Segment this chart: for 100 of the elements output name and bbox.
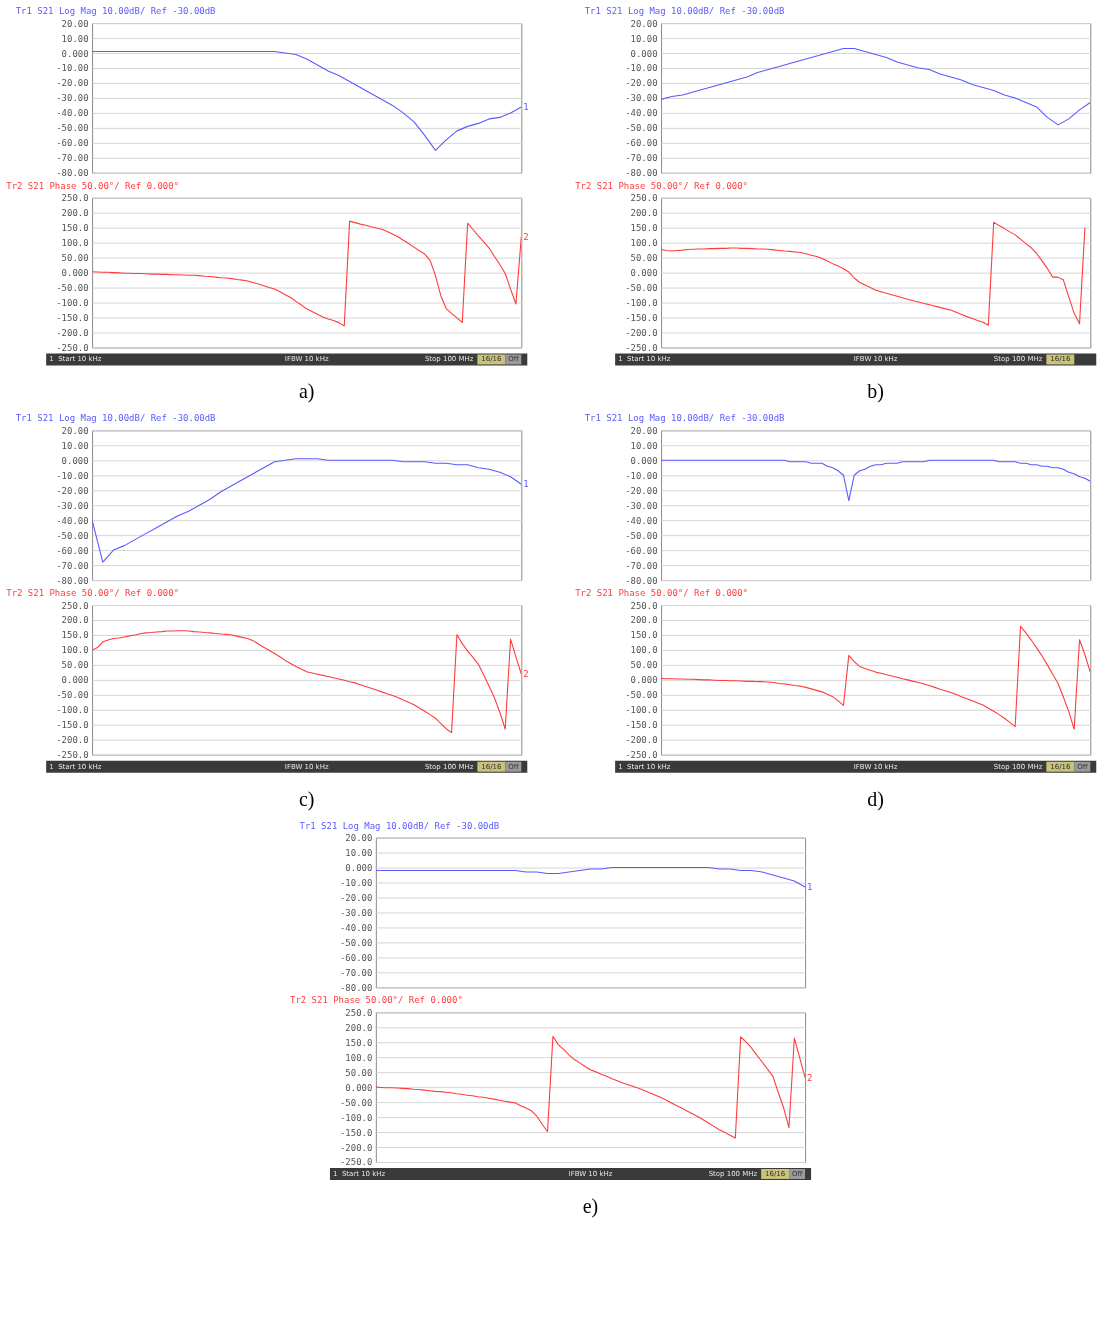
y-tick-label: -10.00 [339, 878, 373, 888]
y-tick-label: 50.00 [61, 660, 89, 671]
y-tick-label: -60.00 [56, 138, 89, 149]
y-tick-label: 100.0 [61, 645, 89, 656]
y-tick-label: -60.00 [625, 138, 658, 149]
y-tick-label: -250.0 [625, 750, 658, 761]
y-tick-label: -30.00 [56, 93, 89, 104]
y-tick-label: 0.000 [345, 1082, 373, 1093]
y-tick-label: 0.000 [345, 863, 373, 874]
line-series [92, 220, 522, 327]
y-tick-label: -20.00 [339, 892, 373, 903]
chart-title: Tr2 S21 Phase 50.00°/ Ref 0.000° [6, 588, 180, 599]
y-tick-label: 50.00 [61, 253, 89, 264]
y-tick-label: 20.00 [630, 18, 658, 29]
y-tick-label: 250.0 [345, 1007, 373, 1018]
y-tick-label: -60.00 [56, 545, 89, 556]
y-tick-label: 200.0 [630, 208, 658, 219]
y-tick-label: 100.0 [345, 1052, 373, 1063]
y-tick-label: -100.0 [339, 1112, 373, 1123]
y-tick-label: -150.0 [56, 313, 89, 324]
y-tick-label: -40.00 [625, 515, 658, 526]
y-tick-label: -10.00 [56, 63, 89, 74]
annotation: 1 [523, 101, 529, 112]
y-tick-label: 0.000 [630, 268, 658, 279]
y-tick-label: -50.00 [625, 690, 658, 701]
line-series [92, 50, 522, 151]
y-tick-label: -70.00 [339, 967, 373, 978]
y-tick-label: 50.00 [630, 660, 658, 671]
y-tick-label: 100.0 [630, 238, 658, 249]
annotation: 2 [807, 1072, 813, 1083]
y-tick-label: 10.00 [345, 848, 373, 859]
y-tick-label: -80.00 [339, 982, 373, 993]
y-tick-label: -60.00 [339, 952, 373, 963]
y-tick-label: -70.00 [625, 153, 658, 164]
chart-title: Tr2 S21 Phase 50.00°/ Ref 0.000° [290, 995, 463, 1006]
y-tick-label: -80.00 [56, 575, 89, 586]
line-series [661, 625, 1091, 730]
y-tick-label: -80.00 [625, 575, 658, 586]
y-tick-label: -70.00 [625, 560, 658, 571]
y-tick-label: -50.00 [56, 690, 89, 701]
y-tick-label: -250.0 [625, 342, 658, 353]
y-tick-label: -100.0 [56, 705, 89, 716]
y-tick-label: -30.00 [625, 93, 658, 104]
y-tick-label: 150.0 [61, 630, 89, 641]
y-tick-label: -50.00 [56, 283, 89, 294]
chart-title: Tr2 S21 Phase 50.00°/ Ref 0.000° [6, 180, 180, 191]
y-tick-label: -100.0 [625, 298, 658, 309]
y-tick-label: -30.00 [339, 907, 373, 918]
y-tick-label: -50.00 [56, 123, 89, 134]
y-tick-label: -80.00 [56, 168, 89, 179]
y-tick-label: -20.00 [625, 485, 658, 496]
annotation: 2 [523, 231, 529, 242]
y-tick-label: -200.0 [625, 735, 658, 746]
y-tick-label: -50.00 [339, 937, 373, 948]
text: b) [867, 380, 884, 404]
y-tick-label: -10.00 [56, 470, 89, 481]
y-tick-label: -250.0 [56, 750, 89, 761]
annotation: 2 [523, 669, 529, 680]
y-tick-label: -10.00 [625, 470, 658, 481]
y-tick-label: -150.0 [625, 313, 658, 324]
y-tick-label: 200.0 [345, 1022, 373, 1033]
y-tick-label: -200.0 [56, 328, 89, 338]
y-tick-label: 10.00 [630, 440, 658, 451]
y-tick-label: 250.0 [630, 600, 658, 611]
chart-title: Tr1 S21 Log Mag 10.00dB/ Ref -30.00dB [15, 6, 216, 17]
y-tick-label: 200.0 [61, 208, 89, 219]
y-tick-label: -30.00 [56, 500, 89, 511]
y-tick-label: 250.0 [630, 193, 658, 204]
y-tick-label: -50.00 [625, 283, 658, 294]
y-tick-label: 20.00 [61, 425, 89, 436]
chart-title: Tr2 S21 Phase 50.00°/ Ref 0.000° [575, 588, 748, 599]
y-tick-label: 150.0 [345, 1037, 373, 1048]
y-tick-label: -40.00 [56, 515, 89, 526]
annotation: 1 [807, 882, 813, 892]
y-tick-label: 150.0 [630, 223, 658, 234]
text: d) [867, 787, 884, 811]
line-series [661, 459, 1091, 502]
y-tick-label: 0.000 [61, 675, 89, 686]
y-tick-label: -250.0 [56, 342, 89, 353]
y-tick-label: -150.0 [339, 1127, 373, 1138]
y-tick-label: 0.000 [61, 455, 89, 466]
y-tick-label: -40.00 [56, 108, 89, 119]
y-tick-label: -40.00 [625, 108, 658, 119]
y-tick-label: -200.0 [625, 328, 658, 338]
line-series [375, 866, 806, 888]
y-tick-label: 250.0 [61, 600, 89, 611]
line-series [661, 221, 1086, 326]
y-tick-label: 0.000 [630, 675, 658, 686]
y-tick-label: -60.00 [625, 545, 658, 556]
y-tick-label: 100.0 [61, 238, 89, 249]
y-tick-label: 0.000 [630, 455, 658, 466]
y-tick-label: -150.0 [625, 720, 658, 731]
y-tick-label: -70.00 [56, 560, 89, 571]
y-tick-label: -50.00 [625, 123, 658, 134]
y-tick-label: -20.00 [56, 78, 89, 89]
y-tick-label: 10.00 [61, 33, 89, 44]
line-series [661, 47, 1091, 126]
chart-title: Tr1 S21 Log Mag 10.00dB/ Ref -30.00dB [584, 6, 785, 17]
line-series [92, 458, 522, 563]
y-tick-label: 10.00 [61, 440, 89, 451]
